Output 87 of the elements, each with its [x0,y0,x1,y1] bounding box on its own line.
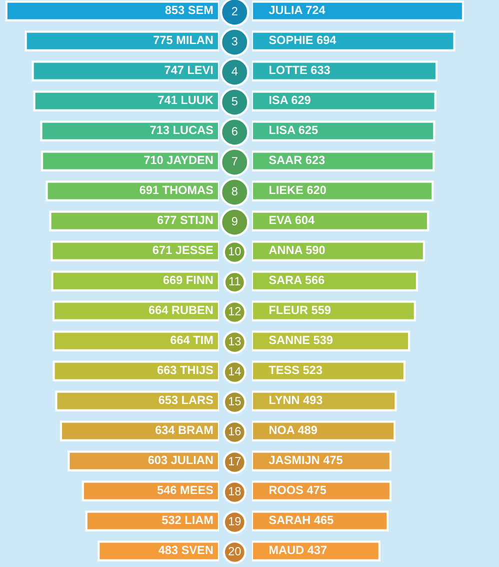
bar [252,150,435,172]
data-label: ROOS 475 [269,486,326,494]
y-tick-label: 4 [232,67,238,76]
bar [52,330,219,352]
data-label: LISA 625 [269,126,318,134]
bar [252,510,389,532]
data-label: 853 SEM [165,6,213,14]
data-label: ISA 629 [269,96,310,104]
data-label: 713 LUCAS [150,126,213,134]
bar [252,240,425,262]
data-label: 546 MEES [157,486,213,494]
y-tick-label: 20 [228,547,241,556]
bar [252,420,396,442]
bar [252,0,464,22]
bar [252,330,410,352]
data-label: LOTTE 633 [269,66,330,74]
data-label: SARA 566 [269,276,324,284]
data-label: SOPHIE 694 [269,36,336,44]
bar [82,480,219,502]
bar [252,30,456,52]
data-label: LIEKE 620 [269,186,326,194]
bar [60,420,219,442]
data-label: 691 THOMAS [140,186,213,194]
data-label: EVA 604 [269,216,315,224]
y-tick-label: 19 [228,517,241,526]
y-tick-label: 12 [228,307,241,316]
y-tick-label: 3 [232,37,238,46]
data-label: 483 SVEN [158,546,213,554]
data-label: 653 LARS [158,396,213,404]
bar [85,510,219,532]
bar [252,300,416,322]
y-tick-label: 2 [232,7,238,16]
data-label: 663 THIJS [157,366,213,374]
bar [252,90,436,112]
y-tick-label: 13 [228,337,241,346]
data-label: MAUD 437 [269,546,327,554]
y-tick-label: 9 [232,217,238,226]
data-label: FLEUR 559 [269,306,331,314]
data-label: LYNN 493 [269,396,322,404]
bar [252,270,418,292]
bar [52,360,219,382]
y-tick-label: 5 [232,97,238,106]
bar [68,450,219,472]
data-label: 669 FINN [163,276,213,284]
y-tick-label: 17 [228,457,241,466]
data-label: 634 BRAM [155,426,213,434]
bar [252,180,434,202]
data-label: JASMIJN 475 [268,456,342,464]
data-label: 532 LIAM [162,516,213,524]
data-label: ANNA 590 [268,246,325,254]
data-label: 677 STIJN [157,216,213,224]
bar [252,480,392,502]
bar [252,390,397,412]
bar [50,240,219,262]
bar [252,360,406,382]
bar [51,270,219,292]
bar [252,210,430,232]
data-label: 710 JAYDEN [144,156,213,164]
data-label: TESS 523 [268,366,322,374]
data-label: 664 TIM [170,336,213,344]
y-tick-label: 18 [228,487,241,496]
y-tick-label: 7 [232,157,238,166]
y-tick-label: 16 [228,427,241,436]
y-tick-label: 14 [228,367,241,376]
bar [252,540,380,562]
data-label: SARAH 465 [269,516,334,524]
data-label: 671 JESSE [152,246,213,254]
data-label: 775 MILAN [154,36,213,44]
data-label: 747 LEVI [164,66,213,74]
bar [98,540,219,562]
y-tick-label: 6 [232,127,238,136]
y-tick-label: 15 [228,397,241,406]
bar [55,390,219,412]
data-label: 664 RUBEN [148,306,213,314]
data-label: SAAR 623 [269,156,325,164]
data-label: 603 JULIAN [148,456,213,464]
y-tick-label: 11 [229,277,240,286]
data-label: JULIA 724 [268,6,326,14]
bar [252,60,438,82]
bar [252,120,436,142]
data-label: 741 LUUK [158,96,214,104]
y-tick-label: 8 [232,187,238,196]
data-label: NOA 489 [269,426,317,434]
bar [52,300,219,322]
y-tick-label: 10 [228,247,241,256]
bar [252,450,392,472]
data-label: SANNE 539 [269,336,333,344]
